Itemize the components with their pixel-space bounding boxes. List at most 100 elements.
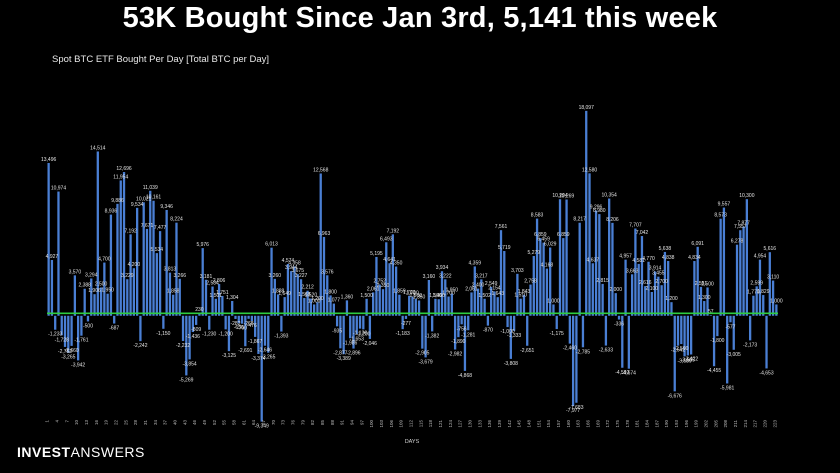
bar (181, 315, 185, 342)
data-label: -4,455 (707, 368, 721, 374)
x-tick-label: 157 (556, 420, 561, 428)
data-label: 2,758 (524, 279, 537, 285)
data-label: 1,859 (393, 289, 406, 295)
data-label: 8,980 (593, 208, 606, 214)
data-label: 2,806 (213, 278, 226, 284)
data-label: -3,389 (337, 356, 351, 362)
data-label: 1,460 (432, 293, 445, 299)
bar (99, 287, 103, 316)
bar (762, 295, 765, 316)
data-label: 1,770 (747, 290, 760, 296)
data-label: 57 (708, 309, 714, 315)
data-label: 2,500 (95, 281, 108, 287)
x-tick-label: 166 (586, 420, 591, 428)
bar (457, 315, 460, 338)
data-label: 3,110 (767, 275, 779, 281)
data-label: 9,346 (160, 204, 173, 210)
data-label: 2,584 (206, 281, 219, 287)
data-label: 1,568 (298, 292, 311, 298)
data-label: 8,573 (714, 213, 727, 219)
bar (722, 207, 726, 316)
bar (473, 266, 476, 316)
bar (172, 294, 175, 316)
bar (142, 202, 145, 316)
x-tick-label: 175 (615, 420, 620, 428)
bar (552, 304, 555, 316)
data-label: 1,510 (514, 293, 527, 299)
bar (729, 315, 732, 323)
data-label: -3,422 (684, 357, 698, 363)
bar (709, 315, 712, 316)
bar (555, 315, 558, 330)
bar (650, 291, 653, 316)
data-label: -476 (247, 323, 257, 329)
data-label: -2,905 (415, 351, 429, 357)
data-label: -1,761 (74, 338, 88, 344)
data-label: -809 (191, 327, 201, 333)
bar (293, 266, 296, 316)
bar (391, 234, 394, 316)
data-label: 1,200 (311, 296, 324, 302)
data-label: 1,950 (446, 288, 459, 294)
data-label: 5,638 (659, 246, 672, 252)
bar (316, 302, 319, 316)
data-label: 1,304 (226, 295, 239, 301)
bar (480, 279, 483, 316)
bar (493, 291, 496, 316)
bar (231, 301, 234, 316)
bar (594, 210, 598, 316)
bar (571, 315, 575, 407)
bar (355, 315, 358, 335)
data-label: 230 (195, 307, 204, 313)
data-label: -2,651 (520, 348, 534, 354)
bar (627, 315, 630, 369)
data-label: 3,266 (174, 273, 187, 279)
bar (549, 247, 552, 316)
x-tick-label: 109 (399, 420, 404, 428)
bar (132, 268, 136, 316)
bar (244, 315, 247, 347)
data-label: 7,671 (141, 223, 154, 229)
data-label: 1,700 (406, 291, 419, 297)
data-label: 6,091 (691, 241, 704, 247)
data-label: -687 (109, 326, 119, 332)
bar (431, 315, 434, 332)
data-label: 1,500 (360, 293, 373, 299)
bar (647, 261, 650, 316)
x-tick-label: 91 (340, 420, 345, 426)
x-tick-label: 7 (64, 420, 69, 423)
data-label: 3,576 (321, 269, 334, 275)
bar (342, 315, 345, 355)
data-label: 6,859 (557, 232, 570, 238)
bar (250, 315, 254, 322)
x-tick-label: 118 (428, 420, 433, 428)
bar (303, 298, 306, 316)
data-label: -1,800 (710, 338, 724, 344)
data-label: -1,281 (461, 332, 475, 338)
bar (339, 315, 342, 349)
x-tick-label: 193 (674, 420, 679, 428)
bar (676, 315, 680, 346)
data-label: -2,642 (671, 348, 685, 354)
bar (680, 315, 683, 345)
bar (365, 298, 368, 316)
data-label: -1,175 (550, 331, 564, 337)
data-label: 1,520 (305, 293, 318, 299)
data-label: 5,279 (528, 250, 541, 256)
x-tick-label: 214 (743, 420, 748, 428)
bar (63, 315, 67, 347)
bar (516, 273, 519, 316)
data-label: 2,700 (655, 279, 668, 285)
bar (93, 294, 96, 316)
data-label: -3,005 (727, 352, 741, 358)
bar (427, 279, 431, 316)
data-label: 7,192 (387, 228, 400, 234)
data-label: 2,752 (373, 279, 386, 285)
bar (401, 315, 404, 330)
bar (60, 315, 63, 336)
data-label: 3,703 (511, 268, 524, 274)
data-label: 3,222 (439, 273, 452, 279)
data-label: 10,269 (559, 194, 575, 200)
data-label: -2,982 (448, 352, 462, 358)
bar (739, 230, 742, 316)
